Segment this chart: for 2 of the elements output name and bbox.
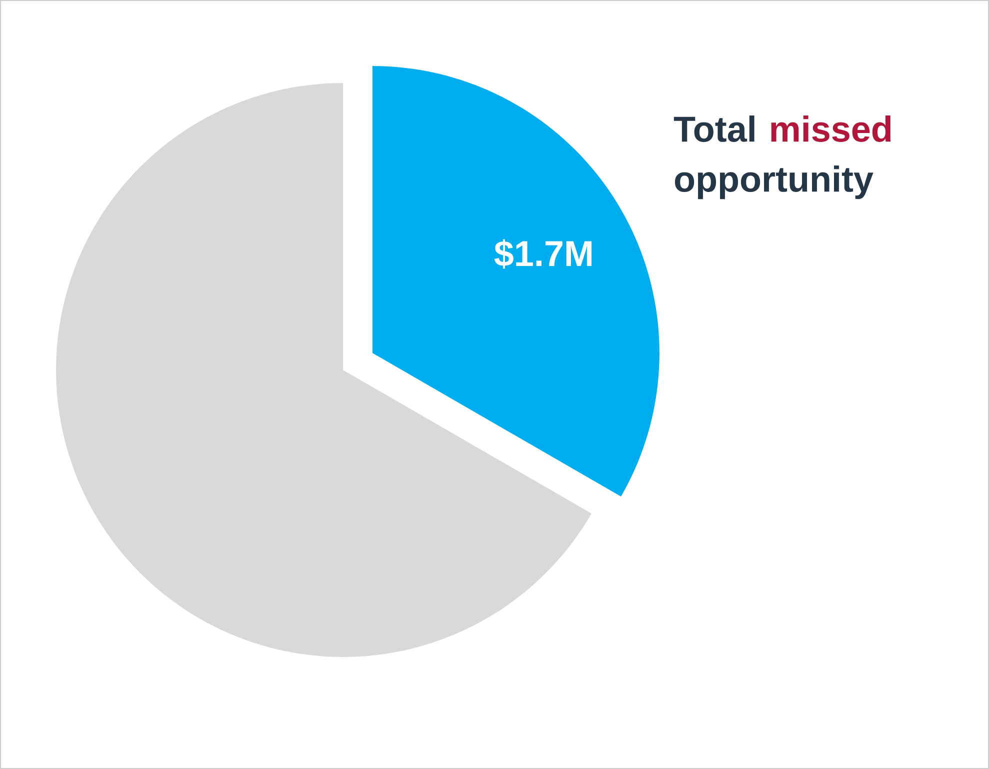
text: Total missed opportunity xyxy=(674,116,891,200)
data-label: $1.7M xyxy=(494,239,592,269)
